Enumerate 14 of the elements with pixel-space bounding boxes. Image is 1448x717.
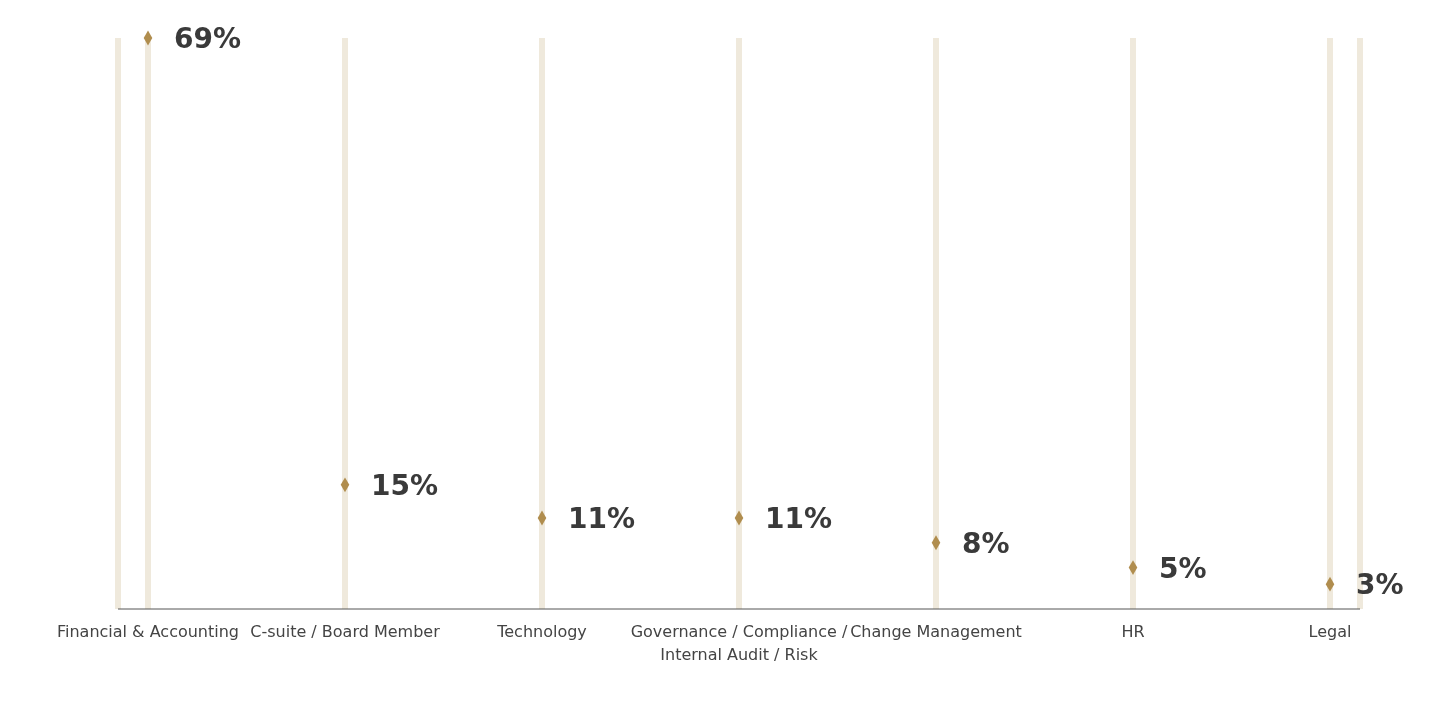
x-tick-label: Governance / Compliance / Internal Audit / Risk	[630, 622, 848, 664]
x-tick-label: Change Management	[850, 622, 1022, 641]
data-label: 69%	[174, 22, 242, 55]
x-tick-label: C-suite / Board Member	[250, 622, 441, 641]
data-label: 15%	[371, 468, 439, 502]
data-label: 11%	[765, 501, 833, 535]
x-tick-label: HR	[1121, 622, 1145, 641]
x-tick-label: Technology	[496, 622, 587, 641]
data-label: 3%	[1356, 568, 1404, 602]
data-label: 11%	[568, 501, 636, 535]
data-label: 8%	[962, 526, 1010, 560]
x-tick-label: Legal	[1308, 622, 1352, 641]
data-label: 5%	[1159, 551, 1207, 585]
x-tick-label: Financial & Accounting	[56, 622, 240, 641]
